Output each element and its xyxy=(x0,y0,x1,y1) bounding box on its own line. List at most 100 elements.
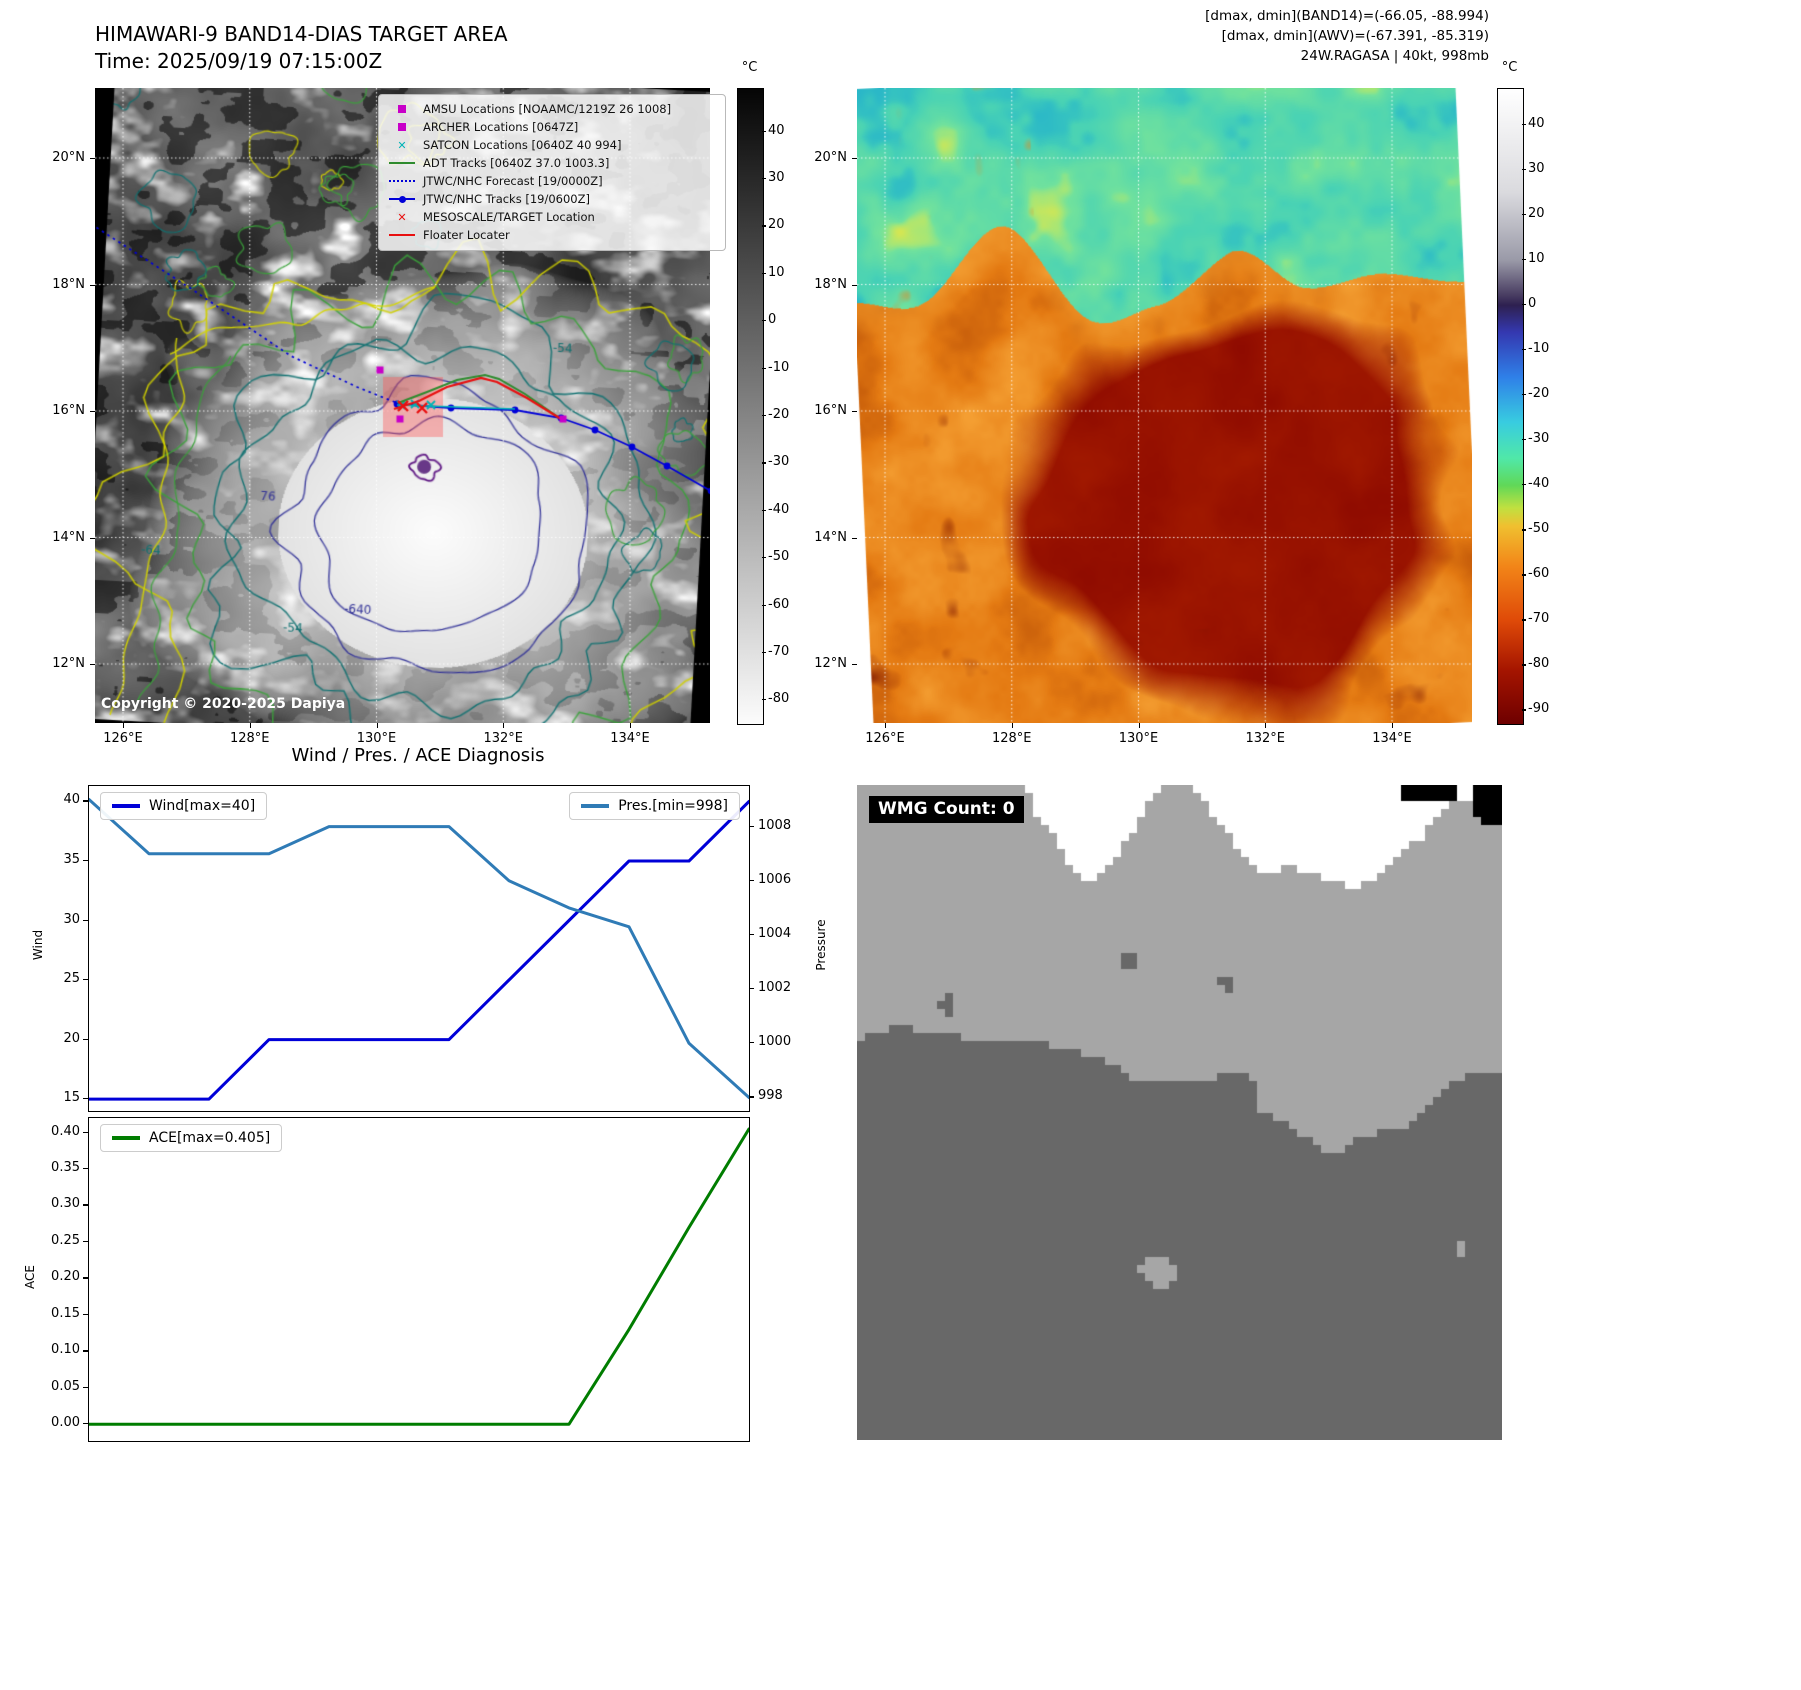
band14-subtitle: Time: 2025/09/19 07:15:00Z xyxy=(95,49,383,73)
band14-lon-tick-label: 128°E xyxy=(229,731,270,746)
wind-tick-mark xyxy=(83,1098,88,1100)
band14-colorbar-tick-mark xyxy=(762,272,766,274)
line-marker-marker-icon xyxy=(387,193,417,205)
wind-tick-label: 35 xyxy=(63,852,80,867)
awv-colorbar-tick-label: 30 xyxy=(1528,161,1545,177)
band14-lat-tick-mark xyxy=(90,537,95,539)
ace-tick-label: 0.25 xyxy=(51,1232,80,1248)
band14-lat-tick-label: 20°N xyxy=(52,150,85,165)
band14-colorbar-tick-mark xyxy=(762,604,766,606)
awv-satellite-map xyxy=(857,88,1472,723)
awv-lat-tick-label: 20°N xyxy=(814,150,847,165)
band14-colorbar-tick-label: 0 xyxy=(768,312,777,328)
band14-lon-tick-label: 132°E xyxy=(483,731,524,746)
band14-map-legend: AMSU Locations [NOAAMC/1219Z 26 1008] ARC… xyxy=(378,94,726,251)
ace-legend: ACE[max=0.405] xyxy=(100,1124,283,1152)
ace-tick-mark xyxy=(83,1423,88,1425)
awv-colorbar-tick-label: 20 xyxy=(1528,206,1545,222)
ace-tick-label: 0.05 xyxy=(51,1378,80,1394)
band14-lat-tick-label: 14°N xyxy=(52,529,85,545)
band14-colorbar-tick-mark xyxy=(762,130,766,132)
pressure-tick-mark xyxy=(749,879,754,881)
band14-colorbar-tick-mark xyxy=(762,414,766,417)
awv-colorbar-tick-label: -10 xyxy=(1528,341,1550,357)
ace-tick-mark xyxy=(83,1240,88,1243)
awv-colorbar xyxy=(1497,88,1524,725)
band14-colorbar-tick-label: 40 xyxy=(768,122,785,138)
band14-colorbar-tick-label: -20 xyxy=(768,406,790,422)
ace-tick-label: 0.35 xyxy=(51,1160,80,1176)
pressure-tick-mark xyxy=(749,988,754,990)
pressure-legend-swatch xyxy=(581,804,610,808)
band14-colorbar-tick-mark xyxy=(762,225,766,227)
band14-lon-tick-mark xyxy=(249,723,251,728)
awv-colorbar-tick-mark xyxy=(1522,169,1526,171)
ace-series-line xyxy=(89,1127,749,1426)
band14-colorbar-tick-label: 20 xyxy=(768,217,785,233)
awv-lon-tick-mark xyxy=(885,723,887,728)
band14-lat-tick-mark xyxy=(90,158,95,160)
pressure-tick-mark xyxy=(749,1096,754,1098)
awv-colorbar-tick-mark xyxy=(1522,484,1526,486)
awv-colorbar-tick-mark xyxy=(1522,349,1526,351)
band14-lat-tick-label: 18°N xyxy=(52,276,85,292)
band14-colorbar-tick-label: -40 xyxy=(768,501,790,517)
band14-colorbar-tick-label: -30 xyxy=(768,454,790,470)
legend-item-label: ARCHER Locations [0647Z] xyxy=(423,119,579,134)
pressure-tick-mark xyxy=(749,825,754,827)
band14-colorbar xyxy=(737,88,764,725)
x-marker-icon: ✕ xyxy=(387,139,417,151)
band14-colorbar-tick-mark xyxy=(762,367,766,369)
awv-colorbar-tick-mark xyxy=(1522,304,1526,306)
legend-item-label: JTWC/NHC Forecast [19/0000Z] xyxy=(423,173,603,188)
band14-colorbar-tick-label: -10 xyxy=(768,359,790,375)
awv-colorbar-tick-label: 10 xyxy=(1528,251,1545,267)
awv-lat-tick-label: 14°N xyxy=(814,529,847,545)
wind-legend-swatch xyxy=(112,804,140,808)
copyright-watermark: Copyright © 2020-2025 Dapiya xyxy=(101,696,346,712)
band14-lat-tick-mark xyxy=(90,411,95,413)
legend-item: AMSU Locations [NOAAMC/1219Z 26 1008] xyxy=(387,102,717,117)
wmg-count-badge: WMG Count: 0 xyxy=(869,796,1024,823)
awv-lon-tick-mark xyxy=(1392,723,1394,728)
legend-item: ADT Tracks [0640Z 37.0 1003.3] xyxy=(387,156,717,171)
legend-item-label: SATCON Locations [0640Z 40 994] xyxy=(423,137,622,152)
band14-lon-tick-mark xyxy=(503,723,505,728)
ace-tick-mark xyxy=(83,1350,88,1352)
ace-tick-label: 0.15 xyxy=(51,1305,80,1321)
ace-tick-label: 0.40 xyxy=(51,1123,80,1139)
band14-colorbar-unit: °C xyxy=(741,60,758,75)
wind-tick-label: 25 xyxy=(63,971,80,987)
band14-colorbar-tick-label: -80 xyxy=(768,691,790,707)
band14-colorbar-tick-mark xyxy=(762,320,766,322)
awv-colorbar-tick-label: -90 xyxy=(1528,701,1550,717)
awv-colorbar-tick-label: 40 xyxy=(1528,116,1545,132)
square-glyph xyxy=(398,123,406,132)
band14-colorbar-tick-mark xyxy=(762,509,766,511)
square-marker-icon xyxy=(387,103,417,115)
legend-item-label: JTWC/NHC Tracks [19/0600Z] xyxy=(423,191,590,206)
awv-lat-tick-label: 16°N xyxy=(814,403,847,418)
band14-lat-tick-mark xyxy=(90,664,95,666)
band14-lat-tick-label: 16°N xyxy=(52,403,85,418)
legend-item: JTWC/NHC Tracks [19/0600Z] xyxy=(387,192,717,207)
wind-tick-label: 15 xyxy=(63,1090,80,1106)
ace-tick-mark xyxy=(83,1168,88,1170)
awv-lat-tick-mark xyxy=(852,537,857,539)
line-with-dot-glyph xyxy=(389,195,415,203)
awv-colorbar-tick-label: -70 xyxy=(1528,611,1550,627)
awv-colorbar-tick-label: -30 xyxy=(1528,431,1550,447)
wind-tick-label: 30 xyxy=(63,911,80,927)
band14-colorbar-tick-mark xyxy=(762,651,766,654)
awv-colorbar-tick-mark xyxy=(1522,664,1526,666)
awv-lon-tick-label: 126°E xyxy=(865,731,905,746)
awv-colorbar-tick-mark xyxy=(1522,619,1526,621)
band14-dmax-dmin-annotation: [dmax, dmin](BAND14)=(-66.05, -88.994) xyxy=(1205,8,1489,24)
awv-colorbar-tick-label: -50 xyxy=(1528,521,1550,537)
dotted-marker-icon xyxy=(387,175,417,187)
wind-tick-mark xyxy=(83,860,88,862)
awv-colorbar-tick-mark xyxy=(1522,574,1526,576)
band14-lon-tick-mark xyxy=(376,723,378,728)
awv-colorbar-tick-mark xyxy=(1522,394,1526,396)
wmg-mask-image xyxy=(857,785,1502,1440)
